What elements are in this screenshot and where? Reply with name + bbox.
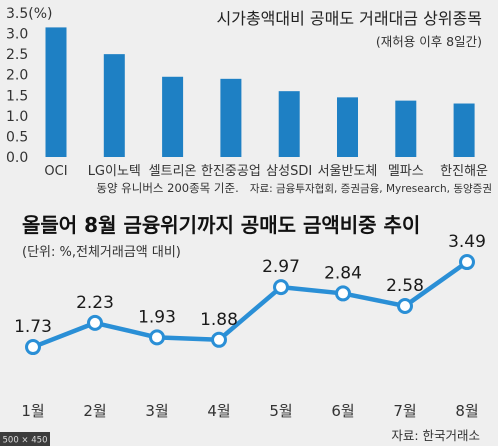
- trend-line: [30, 259, 470, 350]
- bar-2: [103, 54, 125, 158]
- y-tick-label: 0.0: [6, 150, 28, 166]
- data-label: 2.23: [76, 293, 114, 313]
- data-point-marker: [459, 254, 475, 271]
- category-label: 멜파스: [388, 164, 424, 179]
- category-label: 셀트리온: [149, 164, 197, 179]
- bar-6: [337, 97, 358, 157]
- month-label: 8월: [455, 402, 478, 420]
- data-point-marker: [149, 329, 165, 346]
- data-label: 2.97: [262, 257, 300, 277]
- category-label: OCI: [44, 164, 67, 179]
- data-point-marker: [211, 331, 227, 348]
- category-label: 서울반도체: [318, 164, 378, 179]
- line-chart-title: 올들어 8월 금융위기까지 공매도 금액비중 추이: [22, 213, 420, 237]
- data-label: 1.88: [200, 310, 238, 330]
- dimension-badge-background: [0, 432, 50, 446]
- bar-chart: 시가총액대비 공매도 거래대금 상위종목 (재허용 이후 8일간) 동양 유니버…: [6, 6, 492, 196]
- category-label: 한진중공업: [201, 164, 261, 179]
- dimension-badge: 500 × 450: [0, 432, 50, 446]
- data-point-marker: [87, 314, 103, 331]
- month-label: 1월: [21, 402, 44, 420]
- data-point-marker: [273, 279, 289, 296]
- month-label: 7월: [393, 402, 416, 420]
- bar-7: [395, 100, 417, 157]
- month-label: 6월: [331, 402, 354, 420]
- bar-8: [453, 103, 475, 157]
- line-chart-source: 자료: 한국거래소: [391, 428, 480, 443]
- y-tick-label: 1.0: [6, 109, 28, 125]
- data-point-marker: [335, 285, 351, 302]
- category-label: 한진해운: [440, 164, 488, 179]
- category-label: 삼성SDI: [266, 164, 312, 179]
- bar-chart-footnote: 동양 유니버스 200종목 기준. 자료: 금융투자협회, 증권금융, Myre…: [96, 177, 492, 196]
- month-label: 4월: [207, 402, 230, 420]
- data-label: 1.73: [14, 317, 52, 337]
- bar-3: [162, 76, 184, 157]
- data-label: 2.58: [386, 276, 424, 296]
- data-point-marker: [25, 339, 41, 356]
- data-label: 1.93: [138, 307, 176, 327]
- bar-5: [278, 91, 300, 157]
- y-tick-label: 3.5(%): [6, 6, 53, 22]
- bar-4: [220, 78, 242, 157]
- data-label: 2.84: [324, 263, 362, 283]
- category-label: LG이노텍: [88, 164, 141, 179]
- month-label: 2월: [83, 402, 106, 420]
- line-chart: 올들어 8월 금융위기까지 공매도 금액비중 추이 (단위: %,전체거래금액 …: [14, 213, 486, 443]
- y-tick-label: 1.5: [6, 88, 28, 104]
- dimension-badge-label: 500 × 450: [3, 436, 48, 446]
- month-label: 5월: [269, 402, 292, 420]
- bar-chart-title: 시가총액대비 공매도 거래대금 상위종목: [217, 9, 483, 28]
- bar-1: [45, 27, 67, 158]
- data-point-marker: [397, 297, 413, 314]
- line-chart-subtitle: (단위: %,전체거래금액 대비): [22, 245, 181, 260]
- bar-chart-source: 자료: 금융투자협회, 증권금융, Myresearch, 동양증권: [250, 182, 492, 195]
- y-tick-label: 2.0: [6, 68, 28, 84]
- bar-chart-note: 동양 유니버스 200종목 기준.: [96, 181, 238, 195]
- bar-chart-subtitle: (재허용 이후 8일간): [376, 34, 482, 49]
- month-label: 3월: [145, 402, 168, 420]
- y-tick-label: 2.5: [6, 47, 28, 63]
- y-tick-label: 0.5: [6, 129, 28, 145]
- data-label: 3.49: [448, 232, 486, 252]
- y-tick-label: 3.0: [6, 27, 28, 43]
